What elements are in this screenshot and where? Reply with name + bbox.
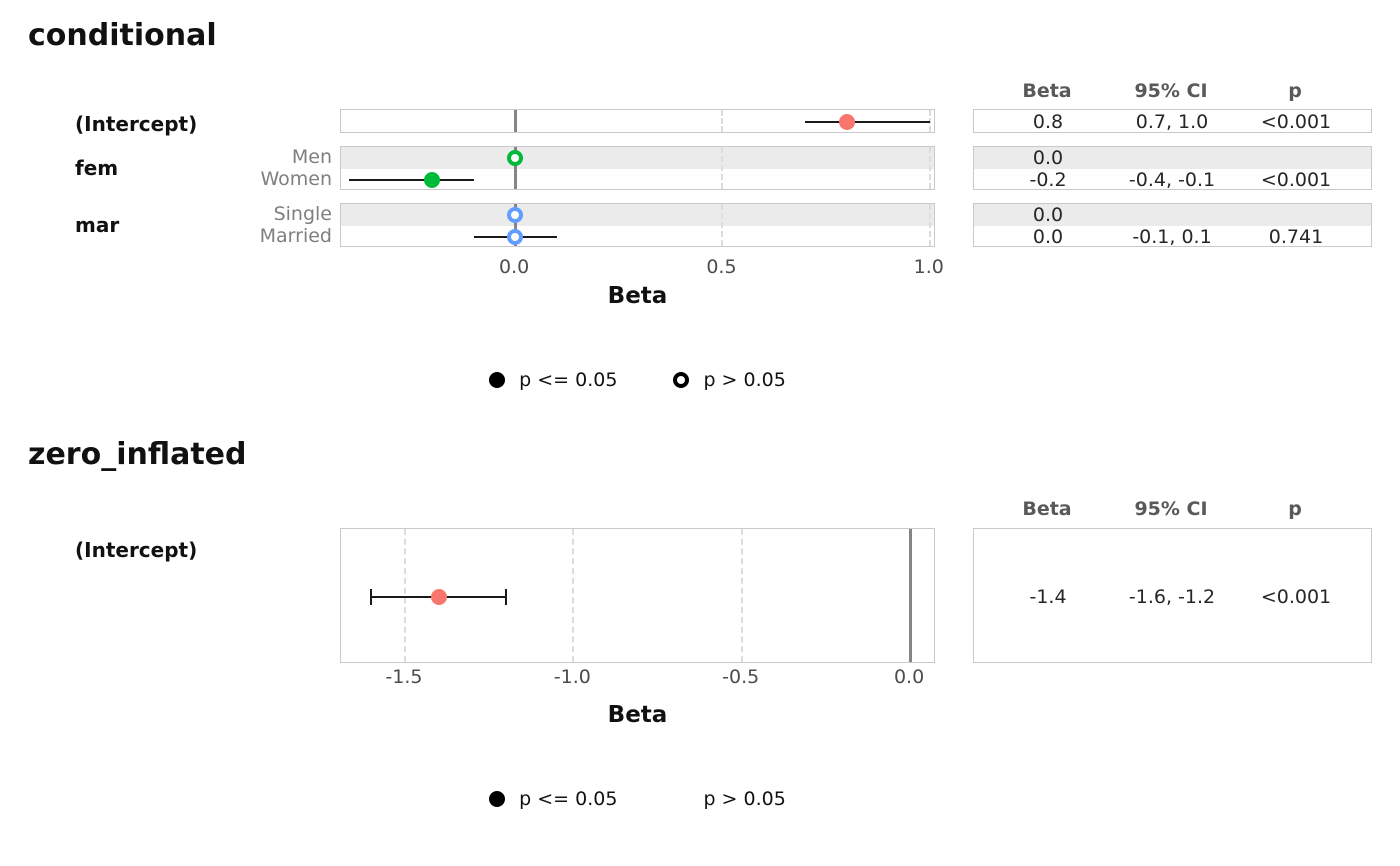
level-label: Married xyxy=(259,225,332,247)
level-label: Women xyxy=(260,168,332,190)
plot-panel-box xyxy=(340,528,935,663)
estimate-point xyxy=(424,172,441,188)
table-header-p: p xyxy=(1288,498,1302,520)
table-header-95-ci: 95% CI xyxy=(1134,80,1208,102)
gridline xyxy=(928,110,931,132)
legend-item: p > 0.05 xyxy=(673,369,786,391)
axis-tick-label: -0.5 xyxy=(722,666,760,688)
legend-label: p <= 0.05 xyxy=(519,369,618,391)
significance-legend: p <= 0.05 p > 0.05 xyxy=(340,367,935,393)
estimate-point xyxy=(430,589,447,605)
filled-point-icon xyxy=(489,372,506,388)
estimate-point xyxy=(507,150,524,166)
table-cell: 0.7, 1.0 xyxy=(1135,111,1209,133)
table-panel-box: 0.0 -0.2 -0.4, -0.1 <0.001 xyxy=(973,146,1372,190)
panel-title-conditional: conditional xyxy=(28,18,217,53)
table-header-95-ci: 95% CI xyxy=(1134,498,1208,520)
term-label: (Intercept) xyxy=(75,112,198,136)
zero-reference-line xyxy=(908,529,912,662)
level-label: Men xyxy=(291,146,332,168)
open-point-icon xyxy=(673,372,690,388)
row-stripe xyxy=(341,147,934,169)
x-axis-title: Beta xyxy=(607,283,668,309)
gridline xyxy=(721,110,724,132)
zero-reference-line xyxy=(513,110,517,132)
table-cell: 0.0 xyxy=(1032,147,1064,169)
table-header-p: p xyxy=(1288,80,1302,102)
x-axis-title: Beta xyxy=(607,702,668,728)
filled-point-icon xyxy=(489,791,506,807)
legend-item: p <= 0.05 xyxy=(489,788,617,810)
legend-label: p <= 0.05 xyxy=(519,788,618,810)
axis-tick-label: -1.0 xyxy=(553,666,591,688)
gridline xyxy=(721,204,724,246)
table-cell: 0.8 xyxy=(1032,111,1064,133)
table-header-beta: Beta xyxy=(1022,80,1072,102)
gridline xyxy=(403,529,406,662)
table-cell: 0.0 xyxy=(1032,226,1064,247)
table-panel-box: -1.4 -1.6, -1.2 <0.001 xyxy=(973,528,1372,663)
row-stripe xyxy=(341,204,934,226)
legend-label: p > 0.05 xyxy=(703,369,786,391)
blank-point-icon xyxy=(673,791,689,807)
table-cell: 0.741 xyxy=(1268,226,1324,247)
plot-panel-box xyxy=(340,109,935,133)
plot-panel-box xyxy=(340,203,935,247)
axis-tick-label: 0.0 xyxy=(893,666,925,688)
panel-title-zero-inflated: zero_inflated xyxy=(28,437,247,472)
gridline xyxy=(572,529,575,662)
zero-reference-line xyxy=(513,204,517,246)
estimate-point xyxy=(507,229,524,245)
legend-label: p > 0.05 xyxy=(703,788,786,810)
ci-line xyxy=(349,179,474,181)
term-label: (Intercept) xyxy=(75,538,198,562)
axis-tick-label: 0.0 xyxy=(499,256,530,278)
axis-tick-label: -1.5 xyxy=(385,666,423,688)
axis-tick-label: 0.5 xyxy=(706,256,737,278)
table-panel-box: 0.8 0.7, 1.0 <0.001 xyxy=(973,109,1372,133)
row-stripe xyxy=(974,204,1371,226)
plot-panel-box xyxy=(340,146,935,190)
table-panel-box: 0.0 0.0 -0.1, 0.1 0.741 xyxy=(973,203,1372,247)
gridline xyxy=(721,147,724,189)
gridline xyxy=(928,204,931,246)
table-cell: -1.4 xyxy=(1029,586,1067,608)
table-cell: -1.6, -1.2 xyxy=(1128,586,1216,608)
axis-tick-label: 1.0 xyxy=(913,256,944,278)
term-label: fem xyxy=(75,156,119,180)
table-cell: <0.001 xyxy=(1260,169,1332,190)
level-label: Single xyxy=(273,203,332,225)
table-cell: 0.0 xyxy=(1032,204,1064,226)
table-cell: <0.001 xyxy=(1260,586,1332,608)
gridline xyxy=(928,147,931,189)
table-header-beta: Beta xyxy=(1022,498,1072,520)
table-cell: <0.001 xyxy=(1260,111,1332,133)
zero-reference-line xyxy=(513,147,517,189)
ci-cap-left xyxy=(370,589,373,605)
term-label: mar xyxy=(75,213,120,237)
estimate-point xyxy=(507,207,524,223)
ci-line xyxy=(805,121,930,123)
legend-item: p > 0.05 xyxy=(673,788,785,810)
table-cell: -0.4, -0.1 xyxy=(1128,169,1216,190)
gridline xyxy=(740,529,743,662)
row-stripe xyxy=(974,147,1371,169)
legend-item: p <= 0.05 xyxy=(489,369,617,391)
table-cell: -0.1, 0.1 xyxy=(1132,226,1212,247)
significance-legend: p <= 0.05 p > 0.05 xyxy=(340,786,935,812)
estimate-point xyxy=(838,114,855,130)
table-cell: -0.2 xyxy=(1029,169,1067,190)
ci-cap-right xyxy=(504,589,507,605)
